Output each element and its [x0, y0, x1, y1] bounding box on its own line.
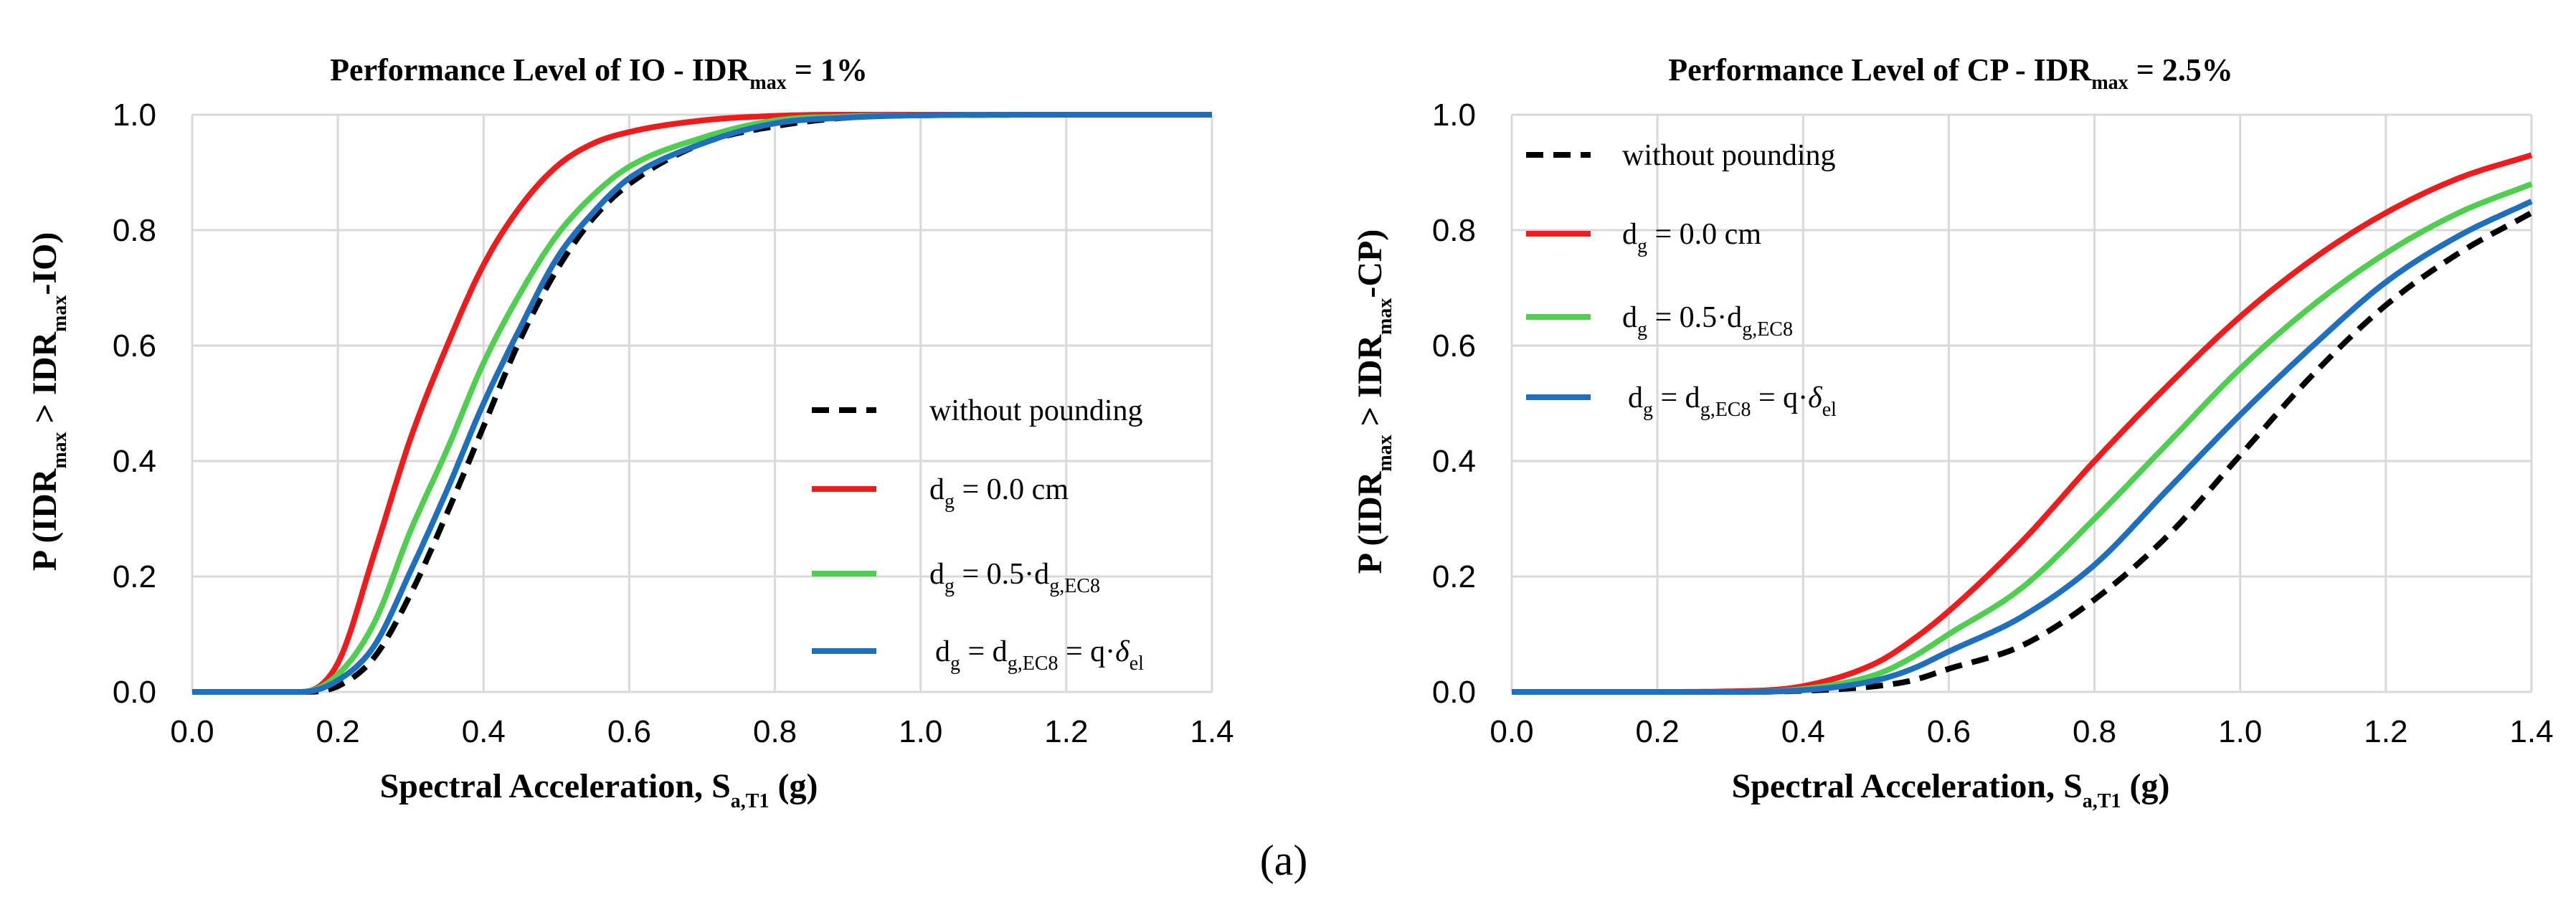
- chart-cp-xtick: 1.0: [2218, 714, 2262, 749]
- chart-io-xtick: 0.4: [462, 714, 506, 749]
- legend-label-dfull: dg = dg,EC8 = q·δel: [935, 635, 1144, 675]
- chart-io: Performance Level of IO - IDRmax = 1% 0.…: [26, 52, 1234, 812]
- legend-label-without-cp: without pounding: [1622, 139, 1836, 172]
- chart-cp: Performance Level of CP - IDRmax = 2.5% …: [1351, 52, 2554, 812]
- legend-item-without: without pounding: [812, 394, 1143, 427]
- chart-cp-title: Performance Level of CP - IDRmax = 2.5%: [1668, 52, 2233, 94]
- legend-item-d05-cp: dg = 0.5·dg,EC8: [1526, 301, 1793, 341]
- legend-item-without-cp: without pounding: [1526, 139, 1836, 172]
- chart-io-xtick: 1.4: [1190, 714, 1233, 749]
- chart-cp-xtick: 0.6: [1927, 714, 1971, 749]
- chart-io-ytick: 0.4: [113, 444, 156, 479]
- chart-io-series-dfull: [192, 112, 1212, 695]
- chart-cp-xtick: 1.4: [2509, 714, 2553, 749]
- chart-cp-ytick: 1.0: [1432, 98, 1476, 133]
- chart-io-ytick: 0.8: [113, 213, 156, 248]
- chart-io-xtick: 0.8: [753, 714, 797, 749]
- chart-io-xtick: 1.0: [899, 714, 942, 749]
- chart-cp-xlabel: Spectral Acceleration, Sa,T1 (g): [1732, 767, 2170, 812]
- legend-item-dfull-cp: dg = dg,EC8 = q·δel: [1526, 381, 1837, 421]
- chart-cp-ytick: 0.0: [1432, 675, 1476, 710]
- chart-io-title: Performance Level of IO - IDRmax = 1%: [330, 52, 868, 94]
- chart-io-series: [192, 112, 1212, 695]
- legend-label-d0: dg = 0.0 cm: [929, 473, 1069, 513]
- chart-cp-ylabel: P (IDRmax > IDRmax-CP): [1351, 229, 1396, 574]
- legend-label-d05: dg = 0.5·dg,EC8: [929, 558, 1100, 597]
- legend-item-d0-cp: dg = 0.0 cm: [1526, 218, 1761, 257]
- legend-item-d05: dg = 0.5·dg,EC8: [812, 558, 1100, 597]
- chart-io-xtick: 0.2: [316, 714, 360, 749]
- legend-item-dfull: dg = dg,EC8 = q·δel: [812, 635, 1144, 675]
- chart-io-xlabel: Spectral Acceleration, Sa,T1 (g): [380, 767, 818, 812]
- chart-io-ytick: 0.6: [113, 328, 156, 364]
- chart-cp-ytick: 0.6: [1432, 328, 1476, 364]
- chart-cp-series-dfull: [1512, 199, 2533, 695]
- figure-caption: (a): [1260, 837, 1308, 884]
- chart-cp-xtick: 0.0: [1490, 714, 1533, 749]
- chart-cp-xtick: 0.8: [2073, 714, 2116, 749]
- chart-cp-xtick: 0.4: [1781, 714, 1825, 749]
- legend-label-d0-cp: dg = 0.0 cm: [1622, 218, 1761, 257]
- chart-io-legend: without pounding dg = 0.0 cm dg = 0.5·dg…: [812, 394, 1144, 675]
- chart-io-ytick: 0.0: [113, 675, 156, 710]
- chart-cp-ytick: 0.4: [1432, 444, 1476, 479]
- chart-cp-xtick: 1.2: [2364, 714, 2407, 749]
- chart-cp-xtick: 0.2: [1636, 714, 1680, 749]
- chart-cp-ticks: 0.0 0.2 0.4 0.6 0.8 1.0 1.2 1.4 0.0 0.2 0.4 0.6 0.8 1…: [1432, 98, 2554, 749]
- chart-cp-legend: without pounding dg = 0.0 cm dg = 0.5·dg…: [1526, 139, 1837, 421]
- chart-io-xtick: 0.0: [170, 714, 214, 749]
- chart-io-xtick: 1.2: [1044, 714, 1088, 749]
- legend-label-dfull-cp: dg = dg,EC8 = q·δel: [1628, 381, 1837, 421]
- chart-cp-ytick: 0.8: [1432, 213, 1476, 248]
- chart-io-ylabel: P (IDRmax > IDRmax-IO): [26, 232, 71, 571]
- chart-io-ticks: 0.0 0.2 0.4 0.6 0.8 1.0 1.2 1.4 0.0 0.2 0.4 0.6 0.8 1…: [113, 98, 1234, 749]
- chart-io-xtick: 0.6: [607, 714, 651, 749]
- chart-cp-series: [1512, 152, 2533, 695]
- chart-io-ytick: 1.0: [113, 98, 156, 133]
- legend-item-d0: dg = 0.0 cm: [812, 473, 1069, 513]
- legend-label-d05-cp: dg = 0.5·dg,EC8: [1622, 301, 1793, 341]
- chart-cp-ytick: 0.2: [1432, 559, 1476, 594]
- legend-label-without: without pounding: [929, 394, 1143, 427]
- chart-io-ytick: 0.2: [113, 559, 156, 594]
